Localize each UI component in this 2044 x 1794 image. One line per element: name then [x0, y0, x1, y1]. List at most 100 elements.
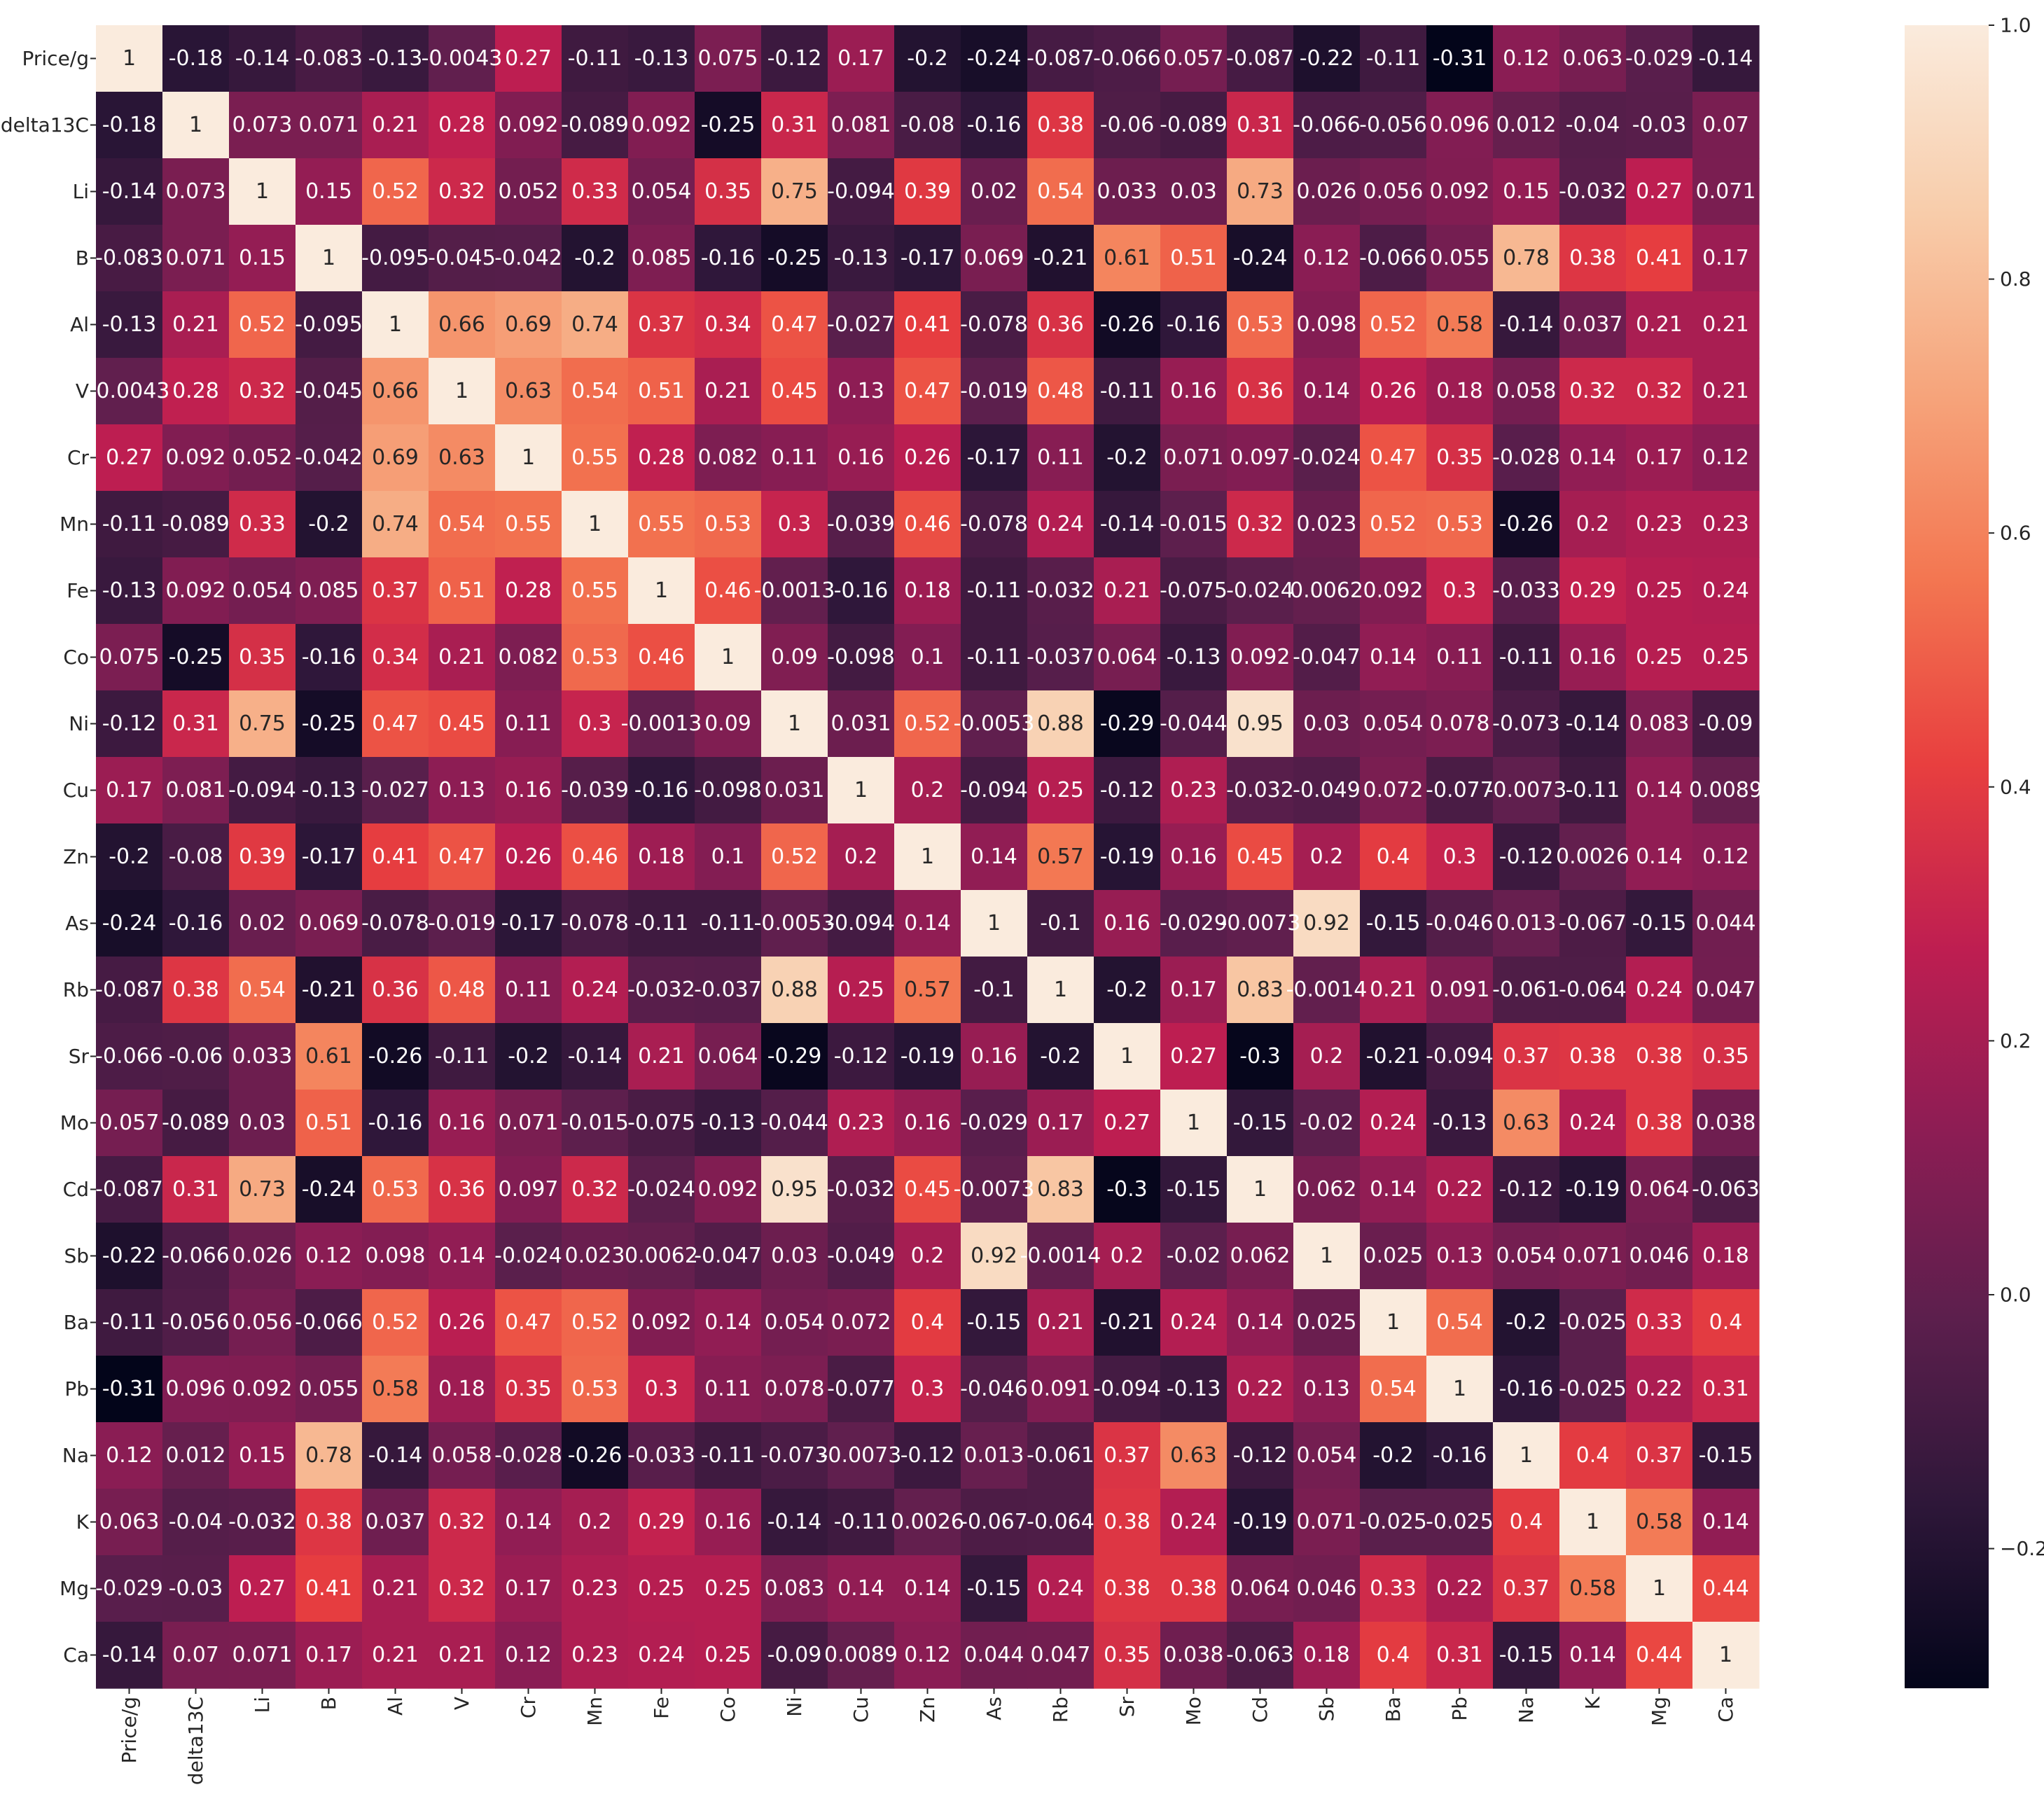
- cell-value-label: -0.29: [1100, 711, 1155, 736]
- heatmap-cell: [162, 1023, 230, 1090]
- heatmap-cell: [695, 757, 762, 824]
- heatmap-cell: [828, 690, 895, 758]
- cell-value-label: 0.78: [305, 1443, 352, 1468]
- heatmap-cell: [1626, 1422, 1693, 1489]
- heatmap-cell: [1626, 491, 1693, 558]
- heatmap-cell: [761, 358, 828, 425]
- cell-value-label: -0.2: [574, 246, 616, 270]
- cell-value-label: 0.25: [704, 1643, 751, 1667]
- heatmap-cell: [761, 1023, 828, 1090]
- heatmap-cell: [1692, 1555, 1760, 1622]
- heatmap-cell: [162, 1422, 230, 1489]
- heatmap-cell: [1293, 491, 1361, 558]
- heatmap-cell: [1426, 92, 1494, 159]
- cell-value-label: -0.08: [169, 844, 223, 869]
- x-tick-label: K: [1581, 1696, 1604, 1709]
- cell-value-label: 0.09: [704, 711, 751, 736]
- cell-value-label: 0.83: [1237, 978, 1284, 1002]
- heatmap-cell: [296, 92, 363, 159]
- heatmap-cell: [894, 1489, 961, 1556]
- cell-value-label: -0.04: [169, 1510, 223, 1534]
- cell-value-label: -0.075: [627, 1111, 695, 1135]
- cell-value-label: 0.73: [239, 1177, 286, 1202]
- heatmap-cell: [1027, 823, 1094, 891]
- heatmap-cell: [1027, 491, 1094, 558]
- cell-value-label: 0.2: [911, 1244, 945, 1268]
- cell-value-label: 0.21: [1636, 312, 1683, 337]
- y-tick-label: Fe: [67, 579, 89, 602]
- cell-value-label: 0.24: [1170, 1510, 1217, 1534]
- heatmap-cell: [1559, 1090, 1627, 1157]
- heatmap-cell: [162, 624, 230, 691]
- heatmap-cell: [1426, 291, 1494, 359]
- cell-value-label: 0.35: [1702, 1044, 1749, 1069]
- cell-value-label: 0.2: [1576, 512, 1610, 536]
- heatmap-cell: [1360, 1023, 1427, 1090]
- heatmap-cell: [1360, 1489, 1427, 1556]
- cell-value-label: -0.046: [1426, 911, 1494, 936]
- heatmap-cell: [1293, 225, 1361, 292]
- heatmap-cell: [828, 158, 895, 225]
- y-tick-label: Price/g: [22, 47, 89, 70]
- cell-value-label: -0.15: [967, 1310, 1022, 1335]
- heatmap-cell: [162, 424, 230, 492]
- heatmap-cell: [1293, 1023, 1361, 1090]
- x-tick-label: Ca: [1714, 1697, 1737, 1723]
- heatmap-cell: [296, 1023, 363, 1090]
- heatmap-cell: [961, 1023, 1028, 1090]
- cell-value-label: 0.14: [971, 844, 1017, 869]
- cell-value-label: 0.082: [698, 445, 758, 470]
- cell-value-label: 0.58: [1569, 1576, 1616, 1601]
- heatmap-cell: [96, 158, 163, 225]
- cell-value-label: 1: [854, 778, 868, 802]
- cell-value-label: 0.74: [372, 512, 419, 536]
- heatmap-cell: [695, 1422, 762, 1489]
- heatmap-cell: [1160, 624, 1228, 691]
- cell-value-label: -0.032: [1559, 179, 1627, 204]
- heatmap-cell: [1493, 823, 1560, 891]
- heatmap-cell: [1493, 158, 1560, 225]
- heatmap-cell: [495, 624, 562, 691]
- heatmap-cell: [1692, 1356, 1760, 1423]
- cell-value-label: 1: [1054, 978, 1067, 1002]
- heatmap-cell: [429, 890, 496, 957]
- heatmap-cell: [894, 1090, 961, 1157]
- heatmap-cell: [1493, 92, 1560, 159]
- heatmap-cell: [562, 1489, 629, 1556]
- cell-value-label: -0.26: [568, 1443, 623, 1468]
- heatmap-cell: [695, 957, 762, 1024]
- cell-value-label: -0.0014: [1286, 978, 1368, 1002]
- colorbar-tick-label: 1.0: [2000, 14, 2031, 37]
- heatmap-cell: [1493, 557, 1560, 625]
- heatmap-cell: [628, 1289, 695, 1356]
- heatmap-cell: [961, 25, 1028, 92]
- heatmap-cell: [1094, 1555, 1161, 1622]
- heatmap-cell: [1626, 92, 1693, 159]
- heatmap-cell: [1027, 225, 1094, 292]
- heatmap-cell: [1559, 823, 1627, 891]
- cell-value-label: -0.11: [701, 911, 756, 936]
- heatmap-cell: [229, 25, 296, 92]
- heatmap-cell: [1493, 25, 1560, 92]
- heatmap-cell: [1493, 690, 1560, 758]
- y-tick-label: Co: [63, 646, 89, 669]
- heatmap-cell: [495, 424, 562, 492]
- heatmap-cell: [1293, 690, 1361, 758]
- cell-value-label: 0.52: [1370, 312, 1417, 337]
- heatmap-cell: [1293, 823, 1361, 891]
- cell-value-label: -0.0014: [1020, 1244, 1101, 1268]
- heatmap-cell: [1227, 624, 1294, 691]
- cell-value-label: -0.29: [767, 1044, 822, 1069]
- cell-value-label: 0.22: [1237, 1377, 1284, 1401]
- cell-value-label: 0.32: [1237, 512, 1284, 536]
- cell-value-label: 0.15: [1503, 179, 1550, 204]
- heatmap-cell: [96, 225, 163, 292]
- heatmap-cell: [1027, 1023, 1094, 1090]
- cell-value-label: -0.19: [901, 1044, 955, 1069]
- heatmap-cell: [429, 1090, 496, 1157]
- heatmap-cell: [1293, 1422, 1361, 1489]
- cell-value-label: 0.92: [1303, 911, 1350, 936]
- heatmap-cell: [894, 358, 961, 425]
- heatmap-cell: [1559, 291, 1627, 359]
- heatmap-cell: [761, 957, 828, 1024]
